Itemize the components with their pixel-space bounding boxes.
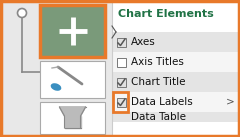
Bar <box>117 58 126 66</box>
Bar <box>40 61 105 98</box>
Text: Axis Titles: Axis Titles <box>131 57 184 67</box>
Bar <box>113 112 240 122</box>
Bar <box>117 98 126 106</box>
Bar <box>117 78 126 86</box>
Bar <box>40 5 105 57</box>
Text: Axes: Axes <box>131 37 156 47</box>
Bar <box>112 0 240 137</box>
Bar <box>113 92 240 112</box>
Text: Chart Elements: Chart Elements <box>118 9 214 19</box>
Text: Data Table: Data Table <box>131 112 186 122</box>
Bar <box>117 38 126 46</box>
Bar <box>113 92 128 112</box>
Circle shape <box>18 8 26 18</box>
Bar <box>113 52 240 72</box>
Text: Data Labels: Data Labels <box>131 97 193 107</box>
Bar <box>40 102 105 134</box>
Bar <box>0 0 112 137</box>
Polygon shape <box>65 116 80 128</box>
Text: Chart Title: Chart Title <box>131 77 186 87</box>
Polygon shape <box>60 107 85 116</box>
Ellipse shape <box>51 83 61 91</box>
Polygon shape <box>60 107 85 116</box>
Bar <box>113 72 240 92</box>
Text: >: > <box>226 97 235 107</box>
Bar <box>113 32 240 52</box>
